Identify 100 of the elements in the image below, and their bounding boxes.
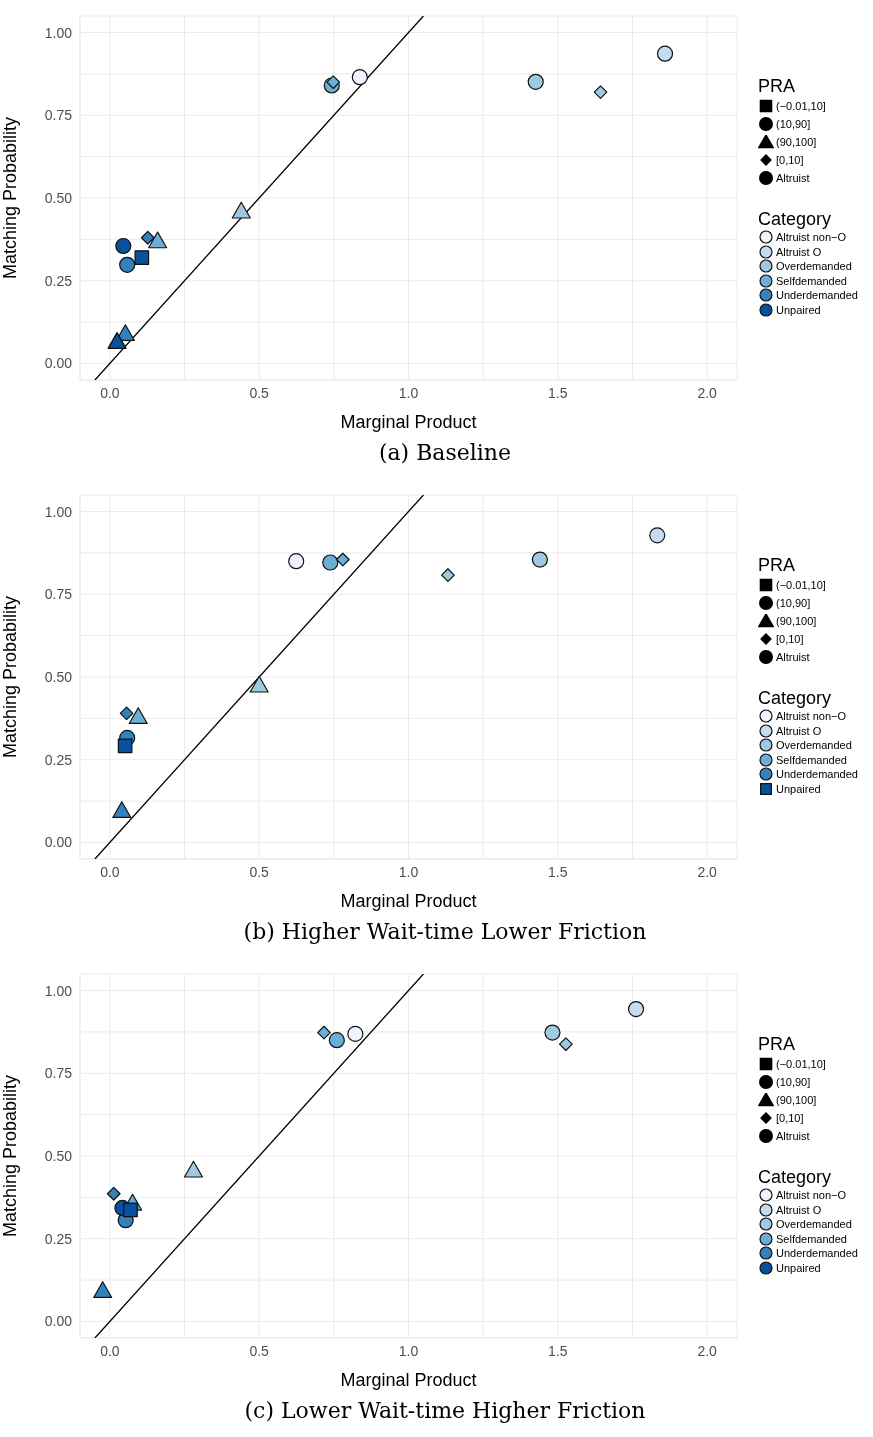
point bbox=[119, 706, 134, 721]
text: Category bbox=[758, 209, 832, 229]
point bbox=[140, 230, 155, 245]
point bbox=[128, 707, 148, 725]
y-axis-title: Matching Probability bbox=[0, 116, 21, 280]
y-tick-label: 0.25 bbox=[44, 1230, 73, 1247]
y-tick-label: 0.00 bbox=[44, 834, 73, 851]
x-tick-label: 1.5 bbox=[548, 1342, 568, 1359]
point bbox=[134, 250, 150, 265]
legend-label: Altruist O bbox=[776, 1203, 822, 1216]
point bbox=[117, 738, 133, 754]
x-tick-label: 0.0 bbox=[100, 384, 120, 401]
legend-label: Underdemanded bbox=[776, 768, 858, 781]
y-axis-title: Matching Probability bbox=[0, 595, 21, 759]
point bbox=[328, 1032, 345, 1049]
point bbox=[119, 256, 136, 273]
y-tick-label: 0.25 bbox=[44, 272, 73, 289]
x-tick-label: 1.0 bbox=[398, 863, 419, 880]
y-tick-label: 0.50 bbox=[44, 1147, 73, 1164]
x-tick-label: 1.0 bbox=[398, 384, 419, 401]
point bbox=[123, 1202, 138, 1218]
legend-label: Altruist non−O bbox=[776, 1189, 847, 1202]
point bbox=[288, 553, 305, 570]
point bbox=[183, 1160, 204, 1178]
point bbox=[112, 801, 132, 819]
text: Category bbox=[758, 688, 832, 708]
point bbox=[335, 552, 350, 567]
y-tick-label: 0.00 bbox=[44, 355, 73, 372]
y-tick-label: 0.25 bbox=[44, 751, 73, 768]
legend-label: Altruist O bbox=[776, 724, 822, 737]
text: (b) Higher Wait-time Lower Friction bbox=[242, 919, 648, 944]
legend-label: (10,90] bbox=[776, 1076, 811, 1088]
legend-label: (90,100] bbox=[776, 136, 817, 148]
x-tick-label: 0.5 bbox=[249, 863, 270, 880]
x-tick-label: 2.0 bbox=[697, 384, 718, 401]
y-tick-label: 0.00 bbox=[44, 1313, 73, 1330]
legend-label: Underdemanded bbox=[776, 1247, 858, 1260]
legend-label: (−0.01,10] bbox=[776, 100, 826, 112]
point bbox=[441, 568, 455, 582]
legend-label: (−0.01,10] bbox=[776, 579, 826, 591]
y-tick-label: 1.00 bbox=[44, 24, 73, 41]
y-tick-label: 0.75 bbox=[44, 107, 73, 124]
legend-label: (10,90] bbox=[776, 597, 811, 609]
y-tick-label: 0.75 bbox=[44, 1065, 73, 1082]
legend-label: Overdemanded bbox=[776, 739, 852, 752]
legend-label: (−0.01,10] bbox=[776, 1058, 826, 1070]
point bbox=[231, 201, 251, 219]
text: PRA bbox=[758, 555, 796, 575]
legend-label: [0,10] bbox=[776, 1112, 804, 1124]
point bbox=[649, 527, 666, 544]
x-tick-label: 2.0 bbox=[697, 1342, 718, 1359]
legend-label: [0,10] bbox=[776, 633, 804, 645]
point bbox=[656, 45, 674, 62]
y-tick-label: 1.00 bbox=[44, 982, 73, 999]
point bbox=[326, 75, 341, 90]
text: (c) Lower Wait-time Higher Friction bbox=[243, 1398, 647, 1423]
legend-label: Selfdemanded bbox=[776, 274, 847, 287]
point bbox=[593, 85, 608, 100]
point bbox=[527, 73, 544, 90]
x-tick-label: 2.0 bbox=[697, 863, 718, 880]
x-tick-label: 1.0 bbox=[398, 1342, 419, 1359]
legend-label: Underdemanded bbox=[776, 289, 858, 302]
legend-label: Altruist non−O bbox=[776, 710, 847, 723]
legend-label: Altruist bbox=[776, 172, 810, 184]
point bbox=[249, 675, 269, 693]
x-tick-label: 1.5 bbox=[548, 863, 568, 880]
point bbox=[347, 1025, 364, 1042]
legend-label: Unpaired bbox=[776, 782, 821, 795]
point bbox=[93, 1281, 113, 1299]
text: PRA bbox=[758, 1034, 796, 1054]
x-axis-title: Marginal Product bbox=[340, 891, 477, 911]
point bbox=[531, 551, 548, 568]
point bbox=[115, 237, 132, 255]
x-tick-label: 0.5 bbox=[249, 384, 270, 401]
legend-label: Overdemanded bbox=[776, 1218, 852, 1231]
point bbox=[148, 231, 168, 249]
point bbox=[627, 1000, 645, 1018]
point bbox=[107, 332, 127, 349]
point bbox=[106, 1186, 121, 1201]
legend-label: Unpaired bbox=[776, 1261, 821, 1274]
y-axis-title: Matching Probability bbox=[0, 1074, 21, 1238]
legend-label: Selfdemanded bbox=[776, 753, 847, 766]
y-tick-label: 0.75 bbox=[44, 586, 73, 603]
legend-label: Overdemanded bbox=[776, 260, 852, 273]
text: (a) Baseline bbox=[377, 440, 513, 465]
legend-label: Altruist bbox=[776, 651, 810, 663]
point bbox=[544, 1024, 561, 1041]
legend-label: [0,10] bbox=[776, 154, 804, 166]
x-axis-title: Marginal Product bbox=[340, 1370, 477, 1390]
point bbox=[317, 1025, 331, 1040]
x-tick-label: 0.0 bbox=[100, 863, 120, 880]
text: PRA bbox=[758, 76, 796, 96]
y-tick-label: 0.50 bbox=[44, 668, 73, 685]
legend-label: Unpaired bbox=[776, 303, 821, 316]
legend-label: (90,100] bbox=[776, 615, 817, 627]
x-tick-label: 1.5 bbox=[548, 384, 568, 401]
legend-label: Altruist O bbox=[776, 245, 822, 258]
legend-label: (90,100] bbox=[776, 1094, 817, 1106]
x-tick-label: 0.5 bbox=[249, 1342, 270, 1359]
x-axis-title: Marginal Product bbox=[340, 412, 477, 432]
